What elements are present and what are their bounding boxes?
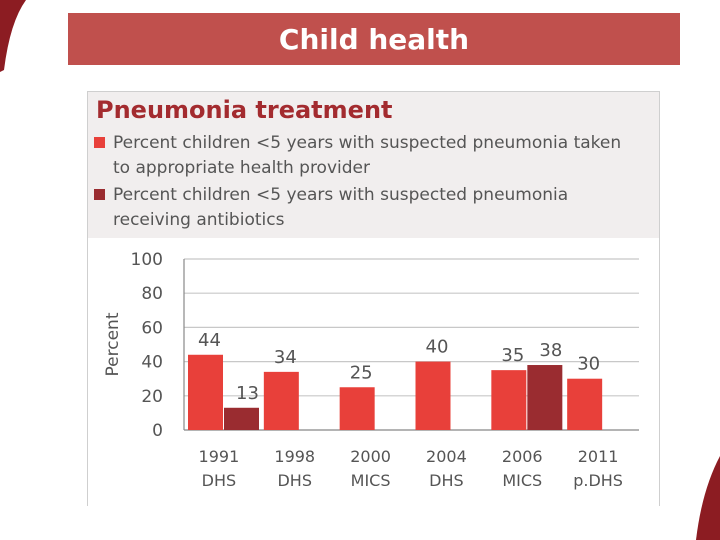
x-tick-label: DHS <box>202 471 237 490</box>
data-label-provider: 30 <box>577 354 600 375</box>
bar-provider <box>415 361 451 430</box>
slide-corner-decoration-top-left <box>0 0 26 72</box>
legend-label-provider: Percent children <5 years with suspected… <box>113 133 622 178</box>
bar-provider <box>567 378 603 430</box>
data-label-provider: 44 <box>198 330 221 351</box>
data-label-antibiotics: 13 <box>236 383 259 404</box>
y-axis-label: Percent <box>103 312 123 376</box>
data-label-antibiotics: 38 <box>539 340 562 361</box>
slide-corner-decoration-bottom-right <box>696 456 720 540</box>
x-tick-label: MICS <box>351 471 391 490</box>
y-tick-label: 100 <box>131 250 163 270</box>
legend-item-antibiotics: Percent children <5 years with suspected… <box>94 183 634 233</box>
x-tick-label: 2000 <box>350 447 391 466</box>
bar-provider <box>188 354 223 430</box>
y-tick-label: 80 <box>141 284 163 304</box>
legend-label-antibiotics: Percent children <5 years with suspected… <box>113 185 569 230</box>
legend-swatch-antibiotics <box>94 189 105 200</box>
x-tick-label: MICS <box>502 471 542 490</box>
x-tick-label: 1991 <box>199 447 240 466</box>
bar-provider <box>491 370 527 430</box>
y-tick-label: 60 <box>141 318 163 338</box>
x-tick-label: 2004 <box>426 447 467 466</box>
data-label-provider: 34 <box>274 347 297 368</box>
legend-item-provider: Percent children <5 years with suspected… <box>94 131 634 181</box>
chart-title: Pneumonia treatment <box>96 96 393 124</box>
x-tick-label: 2011 <box>578 447 619 466</box>
x-tick-label: DHS <box>277 471 312 490</box>
data-label-provider: 35 <box>501 345 524 366</box>
y-tick-label: 0 <box>152 421 163 441</box>
x-tick-label: DHS <box>429 471 464 490</box>
slide-title-bar: Child health <box>68 13 680 65</box>
data-label-provider: 40 <box>426 337 449 358</box>
bar-antibiotics <box>224 407 259 430</box>
chart-panel: Pneumonia treatment Percent children <5 … <box>87 91 660 506</box>
bar-provider <box>339 387 375 430</box>
y-tick-label: 20 <box>141 387 163 407</box>
data-label-provider: 25 <box>350 362 373 383</box>
slide-title: Child health <box>278 22 470 56</box>
x-tick-label: p.DHS <box>573 471 623 490</box>
y-tick-label: 40 <box>141 353 163 373</box>
x-tick-label: 2006 <box>502 447 543 466</box>
bar-provider <box>263 371 299 430</box>
bar-antibiotics <box>527 365 563 430</box>
chart-plot: 0 20 40 60 80 100 Percent 44 13 1991 DHS 34 1998 DHS 2… <box>103 250 639 490</box>
chart-header <box>88 92 659 238</box>
x-tick-label: 1998 <box>274 447 315 466</box>
legend-swatch-provider <box>94 137 105 148</box>
